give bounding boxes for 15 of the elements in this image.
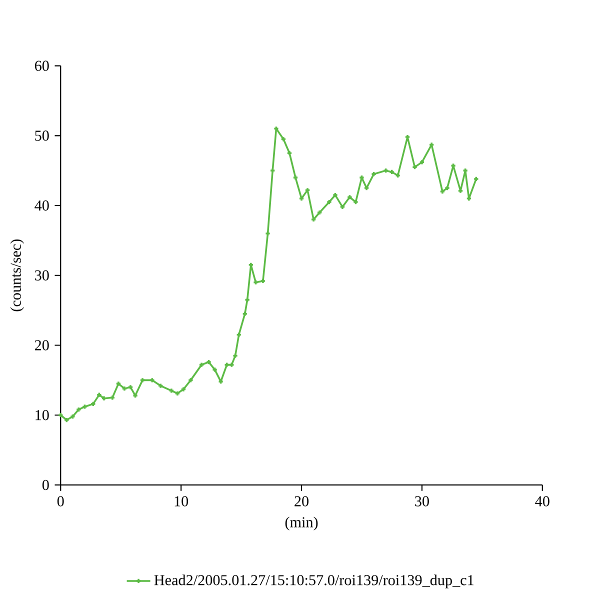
x-axis-title: (min) <box>285 516 318 530</box>
y-tick-label: 30 <box>35 270 49 280</box>
legend-label: Head2/2005.01.27/15:10:57.0/roi139/roi139_dup_c1 <box>154 574 474 588</box>
y-tick-label: 10 <box>36 410 49 420</box>
y-tick-label: 0 <box>42 480 49 490</box>
y-axis-title: (counts/sec) <box>10 240 24 312</box>
y-tick-label: 40 <box>34 200 49 211</box>
y-tick-label: 20 <box>34 340 49 350</box>
y-tick-label: 50 <box>35 130 49 141</box>
x-tick-label: 10 <box>174 496 188 506</box>
x-tick-label: 40 <box>535 496 550 506</box>
x-tick-label: 30 <box>415 496 429 506</box>
x-tick-label: 20 <box>294 496 308 506</box>
x-tick-label: 0 <box>57 496 64 506</box>
y-tick-label: 60 <box>34 60 49 71</box>
